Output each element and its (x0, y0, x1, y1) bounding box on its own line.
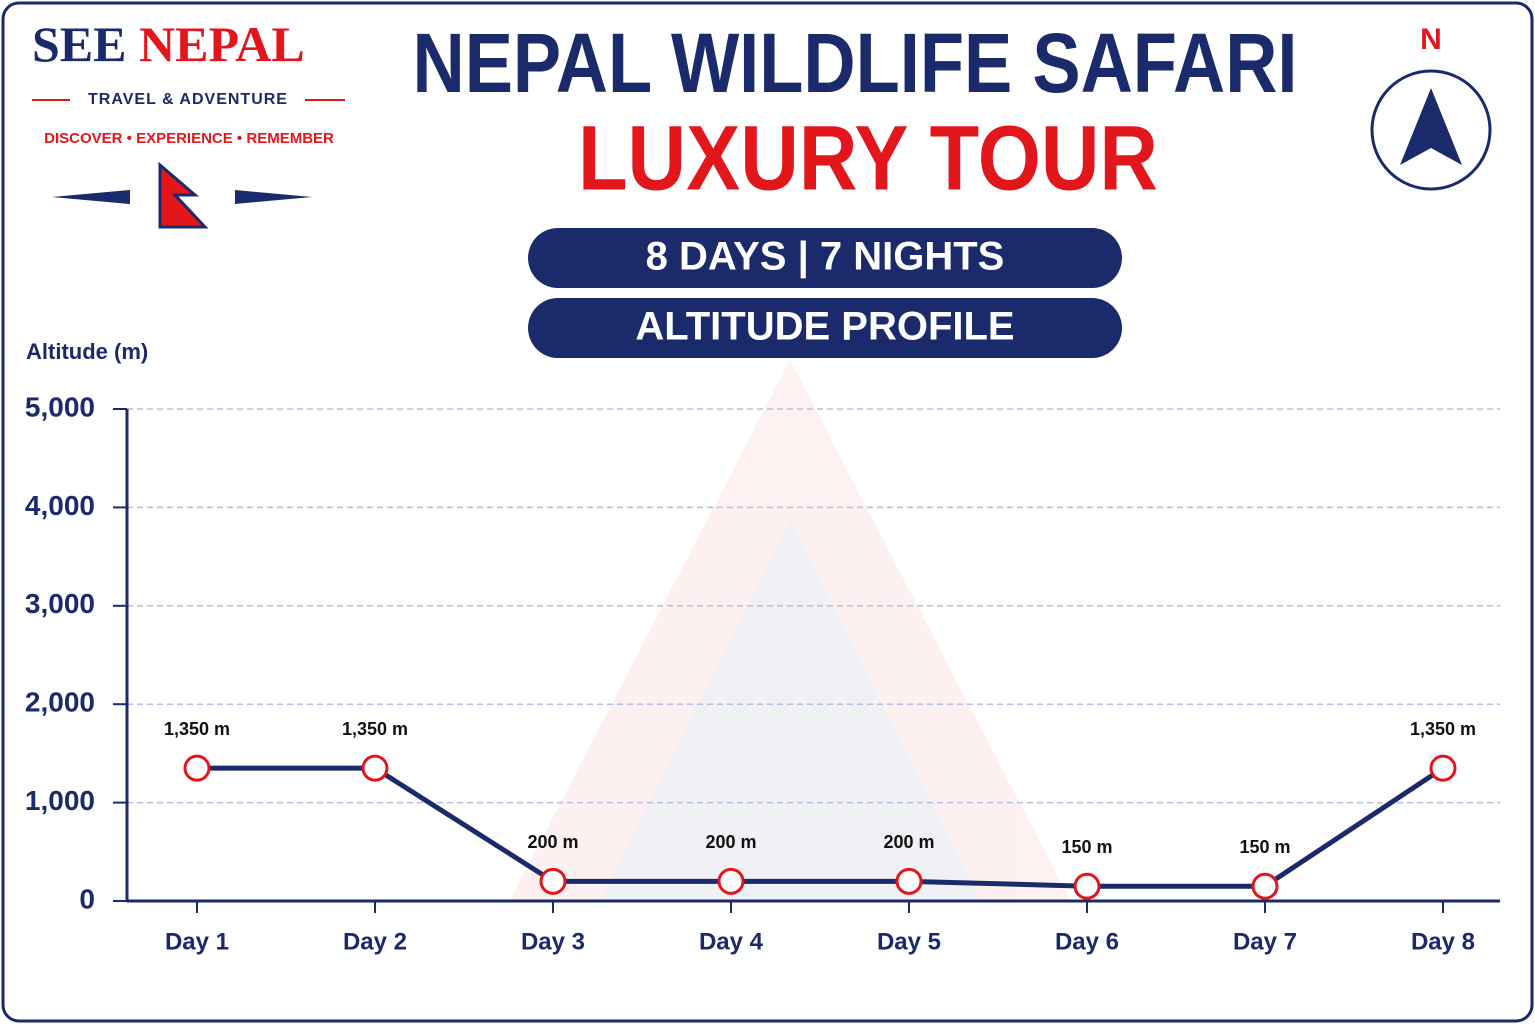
x-tick-label: Day 4 (699, 928, 764, 955)
data-label: 150 m (1239, 837, 1290, 857)
x-tick-label: Day 7 (1233, 928, 1297, 955)
x-tick-label: Day 3 (521, 928, 585, 955)
brand-first: SEE (32, 16, 127, 72)
compass-label: N (1420, 23, 1442, 56)
y-tick-label: 1,000 (25, 785, 95, 816)
data-label: 200 m (527, 832, 578, 852)
motto: DISCOVER • EXPERIENCE • REMEMBER (44, 130, 334, 147)
x-tick-label: Day 6 (1055, 928, 1119, 955)
deco-arrow (52, 190, 130, 204)
y-tick-label: 2,000 (25, 687, 95, 718)
y-tick-label: 4,000 (25, 490, 95, 521)
x-tick-label: Day 5 (877, 928, 941, 955)
duration: 8 DAYS | 7 NIGHTS (646, 235, 1005, 279)
title: NEPAL WILDLIFE SAFARI (413, 16, 1298, 110)
deco-arrow (235, 190, 312, 204)
pill (528, 228, 1122, 288)
marker (895, 867, 923, 895)
compass-needle (1400, 88, 1462, 165)
marker (539, 867, 567, 895)
data-label: 1,350 m (1410, 719, 1476, 739)
brand-second: NEPAL (139, 16, 305, 72)
marker (1429, 754, 1457, 782)
marker (183, 754, 211, 782)
x-tick-label: Day 1 (165, 928, 229, 955)
x-tick-label: Day 8 (1411, 928, 1475, 955)
flag (158, 161, 209, 229)
data-label: 1,350 m (342, 719, 408, 739)
marker (717, 867, 745, 895)
pill (528, 298, 1122, 358)
y-tick-label: 5,000 (25, 391, 95, 422)
marker (1251, 872, 1279, 900)
data-label: 200 m (883, 832, 934, 852)
compass (1370, 69, 1492, 191)
data-label: 200 m (705, 832, 756, 852)
line (197, 765, 1445, 889)
data-label: 1,350 m (164, 719, 230, 739)
subtitle: LUXURY TOUR (578, 107, 1158, 209)
y-axis-title: Altitude (m) (26, 339, 148, 364)
data-label: 150 m (1061, 837, 1112, 857)
y-tick-label: 3,000 (25, 588, 95, 619)
watermark (510, 360, 1070, 900)
section-title: ALTITUDE PROFILE (635, 305, 1014, 349)
marker (361, 754, 389, 782)
y-tick-label: 0 (79, 883, 95, 914)
brand: SEE NEPAL (32, 16, 305, 72)
x-tick-label: Day 2 (343, 928, 407, 955)
tagline: TRAVEL & ADVENTURE (88, 91, 288, 108)
marker (1073, 872, 1101, 900)
